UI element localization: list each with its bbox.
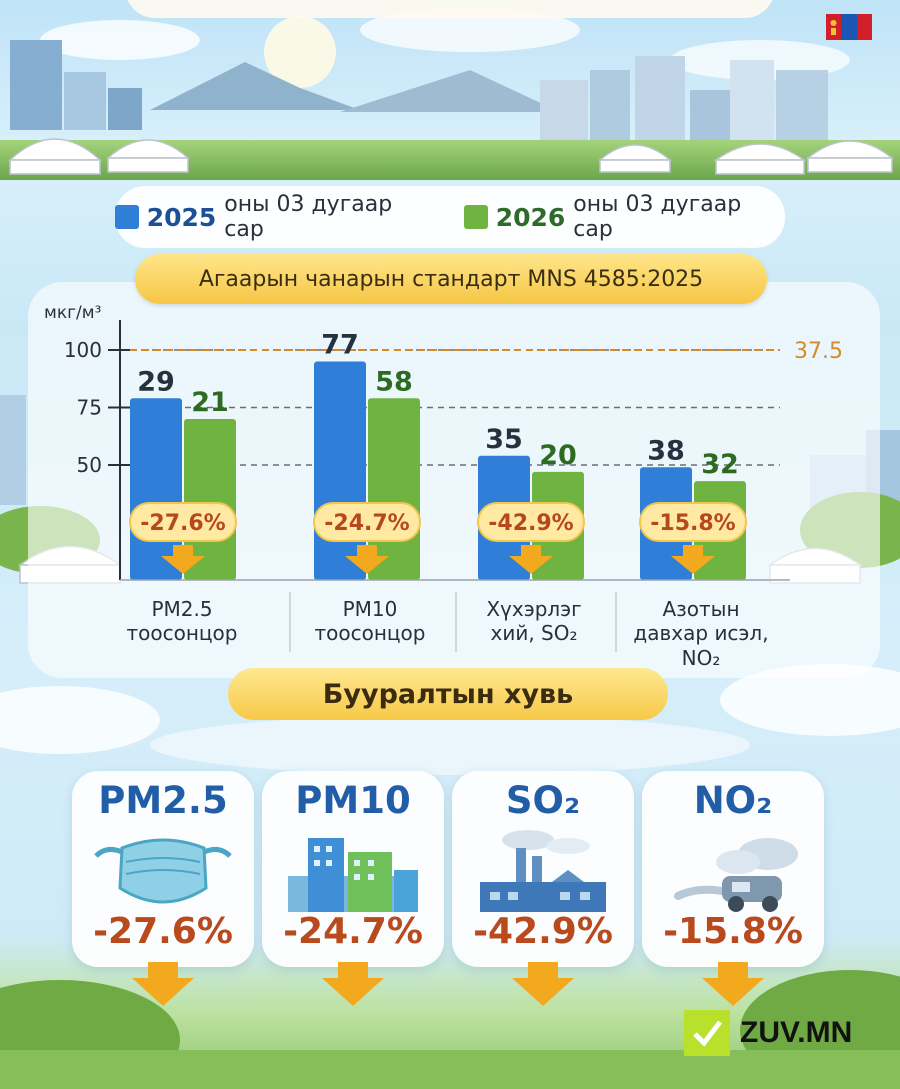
category-label-line: хий, SO₂ bbox=[490, 621, 578, 646]
category-label-line: тоосонцор bbox=[126, 621, 238, 646]
change-badge bbox=[639, 502, 747, 542]
value-label-2025: 77 bbox=[321, 330, 359, 361]
down-arrow-icon bbox=[161, 545, 205, 574]
reference-line-label: 37.5 bbox=[794, 339, 843, 364]
chart-legend: 2025 оны 03 дугаар сар 2026 оны 03 дугаа… bbox=[115, 186, 785, 248]
reduction-heading: Бууралтын хувь bbox=[228, 668, 668, 720]
category-label-no2: Азотын давхар исэл, NO₂ bbox=[618, 597, 784, 670]
legend-swatch-green bbox=[464, 205, 488, 229]
category-label-line: PM2.5 bbox=[151, 597, 213, 621]
card-title: NO₂ bbox=[693, 779, 773, 822]
checkmark-icon bbox=[684, 1010, 730, 1056]
y-tick-label: 50 bbox=[77, 453, 102, 477]
down-arrow-icon bbox=[512, 962, 574, 1006]
factory-icon bbox=[480, 830, 606, 912]
down-arrow-icon bbox=[132, 962, 194, 1006]
summary-card-pm25: PM2.5 -27.6% bbox=[72, 771, 254, 967]
card-title: PM10 bbox=[295, 779, 411, 822]
down-arrow-icon bbox=[702, 962, 764, 1006]
value-label-2026: 58 bbox=[375, 366, 413, 397]
city-buildings-icon bbox=[288, 838, 418, 912]
value-label-2026: 20 bbox=[539, 440, 577, 471]
change-label: -27.6% bbox=[140, 511, 225, 536]
change-badge bbox=[313, 502, 421, 542]
category-label-line: давхар исэл, bbox=[633, 621, 769, 646]
card-title: SO₂ bbox=[505, 779, 581, 822]
bar-chart: мкг/м³ 50 75 100 37.5 29 21 -27.6% 77 58 -24.7% 35 2… bbox=[44, 303, 843, 652]
category-label-line: тоосонцор bbox=[314, 621, 426, 646]
legend-item-2025: 2025 оны 03 дугаар сар bbox=[115, 192, 436, 242]
change-label: -24.7% bbox=[324, 511, 409, 536]
summary-card-no2: NO₂ -15.8% bbox=[642, 771, 824, 967]
card-percent: -24.7% bbox=[283, 911, 423, 952]
top-banner bbox=[125, 0, 775, 18]
down-arrow-icon bbox=[671, 545, 715, 574]
legend-label: оны 03 дугаар сар bbox=[573, 192, 742, 242]
category-label-pm25: PM2.5 тоосонцор bbox=[104, 597, 260, 646]
car-exhaust-icon bbox=[674, 838, 798, 912]
category-label-pm10: PM10 тоосонцор bbox=[292, 597, 448, 646]
legend-swatch-blue bbox=[115, 205, 139, 229]
change-badge bbox=[129, 502, 237, 542]
down-arrow-icon bbox=[509, 545, 553, 574]
brand-name: ZUV.MN bbox=[740, 1016, 853, 1049]
category-label-line: Азотын bbox=[662, 597, 740, 621]
value-label-2025: 35 bbox=[485, 424, 523, 455]
summary-card-so2: SO₂ -42.9% bbox=[452, 771, 634, 967]
category-label-line: Хүхэрлэг bbox=[486, 597, 582, 621]
y-tick-label: 75 bbox=[77, 396, 102, 420]
change-badge bbox=[477, 502, 585, 542]
value-label-2025: 38 bbox=[647, 435, 685, 466]
category-label-line: NO₂ bbox=[681, 645, 721, 670]
card-percent: -15.8% bbox=[663, 911, 803, 952]
value-label-2025: 29 bbox=[137, 366, 175, 397]
value-label-2026: 32 bbox=[701, 449, 739, 480]
category-label-so2: Хүхэрлэг хий, SO₂ bbox=[456, 597, 612, 646]
legend-year: 2025 bbox=[146, 202, 217, 232]
card-percent: -42.9% bbox=[473, 911, 613, 952]
face-mask-icon bbox=[94, 838, 232, 904]
brand-logo: ZUV.MN bbox=[684, 1010, 852, 1056]
down-arrow-icon bbox=[322, 962, 384, 1006]
down-arrow-icon bbox=[345, 545, 389, 574]
legend-item-2026: 2026 оны 03 дугаар сар bbox=[464, 192, 785, 242]
summary-card-pm10: PM10 -24.7% bbox=[262, 771, 444, 967]
category-label-line: PM10 bbox=[342, 597, 398, 621]
legend-label: оны 03 дугаар сар bbox=[224, 192, 393, 242]
value-label-2026: 21 bbox=[191, 387, 229, 418]
card-percent: -27.6% bbox=[93, 911, 233, 952]
card-title: PM2.5 bbox=[98, 779, 228, 822]
mongolian-flag-icon bbox=[826, 14, 872, 40]
change-label: -15.8% bbox=[650, 511, 735, 536]
chart-title: Агаарын чанарын стандарт MNS 4585:2025 bbox=[135, 254, 767, 304]
y-tick-label: 100 bbox=[64, 338, 102, 362]
y-axis-label: мкг/м³ bbox=[44, 303, 101, 323]
legend-year: 2026 bbox=[495, 202, 566, 232]
change-label: -42.9% bbox=[488, 511, 573, 536]
